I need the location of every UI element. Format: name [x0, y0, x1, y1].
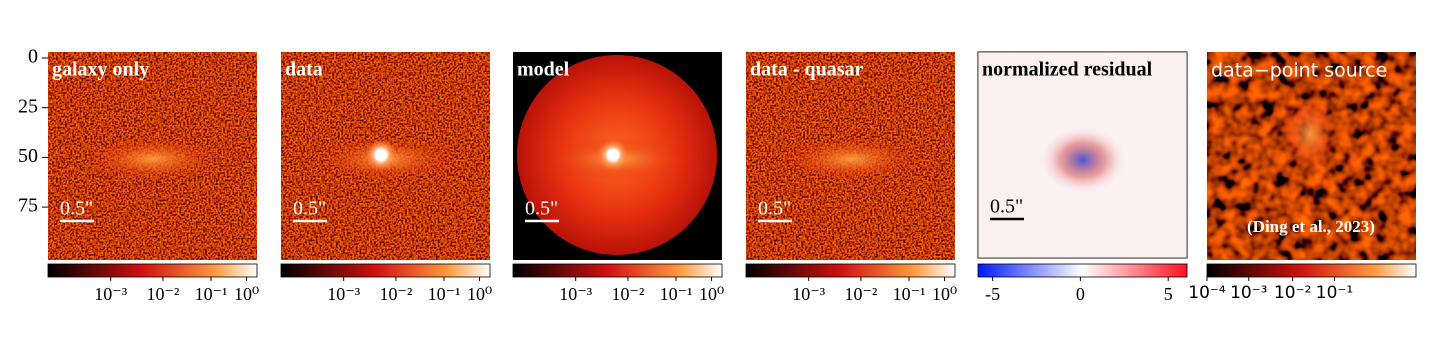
colorbar: [47, 263, 258, 278]
colorbar: [977, 263, 1188, 278]
residual-core: [1038, 125, 1128, 195]
colorbar-tick-label: 10⁻²: [146, 284, 179, 304]
panel: galaxy only 0.5" 10⁻³ 10⁻² 10⁻¹ 10⁰: [47, 52, 259, 304]
colorbar-tick-label: 10⁰: [699, 284, 724, 304]
colorbar-tick-label: 10⁻¹: [1316, 283, 1353, 303]
colorbar-tick-label: 10⁰: [467, 284, 492, 304]
colorbar-tick-label: 10⁻³: [559, 284, 593, 304]
scale-bar-label: 0.5": [758, 198, 791, 220]
scale-bar-label: 0.5": [60, 198, 93, 220]
colorbar: [745, 263, 956, 278]
panel: data−point source (Ding et al., 2023) 10⁻⁴…: [1188, 52, 1417, 303]
colorbar-tick-label: 10⁻²: [844, 284, 877, 304]
colorbar-tick-label: 10⁻³: [327, 284, 361, 304]
colorbar-tick-label: 10⁻¹: [428, 284, 461, 304]
colorbar-tick-label: 10⁻²: [611, 284, 644, 304]
colorbar-tick-label: 10⁰: [932, 284, 957, 304]
colorbar-tick-label: 10⁻¹: [660, 284, 693, 304]
panel-title: data−point source: [1211, 60, 1387, 82]
colorbar-tick-label: 10⁻¹: [195, 284, 228, 304]
colorbar-tick-label: 10⁻²: [379, 284, 412, 304]
colorbar: [1206, 263, 1417, 278]
colorbar-tick-label: 5: [1164, 284, 1173, 304]
colorbar: [512, 263, 723, 278]
y-tick-label: 75: [18, 195, 38, 217]
galaxy: [1280, 96, 1340, 172]
scale-bar-label: 0.5": [525, 198, 558, 220]
colorbar-tick-label: 10⁻³: [94, 284, 128, 304]
panel-title: model: [517, 59, 570, 81]
galaxy: [781, 137, 921, 181]
scale-bar-label: 0.5": [293, 198, 326, 220]
panel-title: data: [285, 59, 323, 81]
y-tick-label: 25: [18, 95, 38, 117]
panel: normalized residual 0.5" -5 0 5: [977, 51, 1188, 304]
colorbar-tick-label: 10⁰: [234, 284, 259, 304]
scale-bar-label: 0.5": [990, 196, 1023, 218]
colorbar-tick-label: 10⁻²: [1274, 283, 1311, 303]
panel: data - quasar 0.5" 10⁻³ 10⁻² 10⁻¹ 10⁰: [745, 52, 957, 304]
colorbar-tick-label: 10⁻³: [792, 284, 826, 304]
quasar: [365, 139, 397, 171]
galaxy: [83, 137, 223, 181]
panel: model 0.5" 10⁻³ 10⁻² 10⁻¹ 10⁰: [512, 52, 724, 304]
panel-title: normalized residual: [982, 59, 1153, 81]
citation: (Ding et al., 2023): [1247, 217, 1375, 236]
panel: data 0.5" 10⁻³ 10⁻² 10⁻¹ 10⁰: [280, 52, 492, 304]
y-tick-label: 50: [18, 145, 38, 167]
y-tick-label: 0: [28, 46, 38, 68]
colorbar: [280, 263, 491, 278]
panel-title: data - quasar: [750, 59, 863, 81]
colorbar-tick-label: 10⁻³: [1230, 283, 1267, 303]
colorbar-tick-label: 10⁻⁴: [1188, 283, 1226, 303]
colorbar-tick-label: -5: [985, 284, 1000, 304]
colorbar-tick-label: 10⁻¹: [893, 284, 926, 304]
colorbar-tick-label: 0: [1076, 284, 1085, 304]
quasar: [597, 139, 629, 171]
panel-title: galaxy only: [52, 59, 149, 81]
